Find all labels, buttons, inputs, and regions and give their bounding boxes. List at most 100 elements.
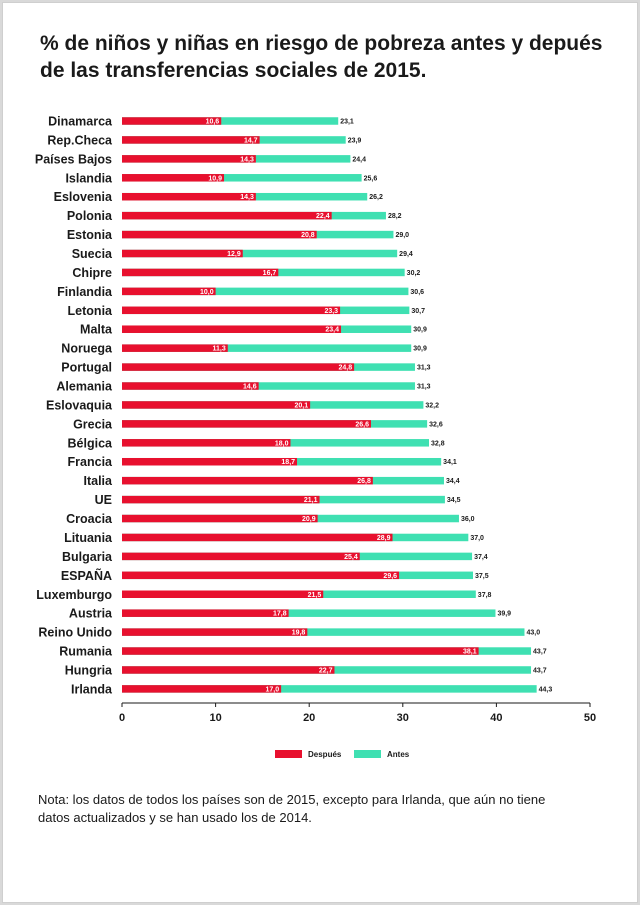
antes-value-label: 26,2 bbox=[369, 194, 383, 201]
country-label: Suecia bbox=[72, 247, 113, 261]
despues-value-label: 28,9 bbox=[377, 535, 391, 542]
bar-despues bbox=[122, 174, 225, 182]
legend-label-despues: Después bbox=[308, 750, 342, 759]
bar-despues bbox=[122, 685, 282, 693]
bar-despues bbox=[122, 647, 479, 655]
bar-despues bbox=[122, 495, 320, 504]
despues-value-label: 24,8 bbox=[339, 365, 353, 372]
antes-value-label: 32,2 bbox=[425, 402, 439, 409]
bar-despues bbox=[122, 439, 291, 447]
chart-note: Nota: los datos de todos los países son … bbox=[38, 791, 598, 827]
chart-title: % de niños y niñas en riesgo de pobreza … bbox=[40, 30, 603, 84]
bar-antes bbox=[122, 249, 398, 258]
bar-despues bbox=[122, 609, 289, 617]
despues-value-label: 38,1 bbox=[463, 649, 477, 656]
antes-value-label: 23,9 bbox=[348, 137, 362, 144]
antes-value-label: 36,0 bbox=[461, 516, 475, 523]
legend-label-antes: Antes bbox=[387, 750, 410, 759]
despues-value-label: 26,8 bbox=[357, 478, 371, 485]
antes-value-label: 31,3 bbox=[417, 365, 431, 372]
bar-antes bbox=[122, 382, 415, 390]
country-label: Irlanda bbox=[71, 682, 113, 696]
country-label: Eslovenia bbox=[54, 190, 113, 204]
legend-swatch-despues bbox=[275, 750, 302, 758]
antes-value-label: 37,4 bbox=[474, 554, 488, 561]
country-label: Letonia bbox=[68, 304, 113, 318]
bar-despues bbox=[122, 552, 360, 561]
bar-despues bbox=[122, 401, 311, 409]
country-label: Bélgica bbox=[68, 436, 114, 450]
country-label: Alemania bbox=[56, 380, 113, 394]
despues-value-label: 20,1 bbox=[295, 402, 309, 409]
bar-despues bbox=[122, 268, 279, 277]
country-label: Rumania bbox=[59, 645, 113, 659]
bar-despues bbox=[122, 136, 260, 144]
country-label: Portugal bbox=[61, 361, 112, 375]
antes-value-label: 30,2 bbox=[407, 270, 421, 277]
bar-despues bbox=[122, 306, 341, 315]
country-label: Francia bbox=[68, 455, 114, 469]
country-label: Islandia bbox=[65, 171, 113, 185]
country-label: Malta bbox=[80, 323, 113, 337]
antes-value-label: 37,8 bbox=[478, 592, 492, 599]
bar-antes bbox=[122, 609, 496, 617]
country-label: Hungria bbox=[65, 663, 113, 677]
country-label: ESPAÑA bbox=[61, 568, 112, 583]
country-label: Chipre bbox=[72, 266, 112, 280]
chart-note-line-1: Nota: los datos de todos los países son … bbox=[38, 792, 546, 807]
antes-value-label: 43,7 bbox=[533, 649, 547, 656]
bar-despues bbox=[122, 514, 318, 523]
bar-despues bbox=[122, 457, 298, 466]
x-tick-label: 50 bbox=[584, 712, 596, 724]
despues-value-label: 14,6 bbox=[243, 384, 257, 391]
despues-value-label: 10,0 bbox=[200, 289, 214, 296]
despues-value-label: 12,9 bbox=[227, 251, 241, 258]
antes-value-label: 30,9 bbox=[413, 327, 427, 334]
country-label: Croacia bbox=[66, 512, 113, 526]
despues-value-label: 17,8 bbox=[273, 611, 287, 618]
chart-title-line-2: de las transferencias sociales de 2015. bbox=[40, 59, 427, 82]
bar-despues bbox=[122, 382, 259, 390]
antes-value-label: 43,7 bbox=[533, 667, 547, 674]
despues-value-label: 25,4 bbox=[344, 554, 358, 561]
bar-despues bbox=[122, 363, 355, 371]
despues-value-label: 21,1 bbox=[304, 497, 318, 504]
antes-value-label: 30,6 bbox=[410, 289, 424, 296]
country-label: Lituania bbox=[64, 531, 113, 545]
country-label: Polonia bbox=[67, 209, 113, 223]
despues-value-label: 20,8 bbox=[301, 232, 315, 239]
bar-despues bbox=[122, 628, 308, 636]
despues-value-label: 14,7 bbox=[244, 137, 258, 144]
x-tick-label: 0 bbox=[119, 712, 125, 724]
bar-despues bbox=[122, 590, 324, 598]
antes-value-label: 29,0 bbox=[395, 232, 409, 239]
antes-value-label: 37,5 bbox=[475, 573, 489, 580]
x-tick-label: 30 bbox=[397, 712, 409, 724]
bar-antes bbox=[122, 117, 339, 125]
bar-despues bbox=[122, 533, 393, 542]
country-label: UE bbox=[95, 493, 112, 507]
antes-value-label: 25,6 bbox=[364, 175, 378, 182]
country-label: Reino Unido bbox=[38, 626, 112, 640]
despues-value-label: 29,6 bbox=[383, 573, 397, 580]
bar-despues bbox=[122, 287, 216, 296]
bar-despues bbox=[122, 230, 317, 239]
country-label: Eslovaquia bbox=[46, 398, 113, 412]
bar-despues bbox=[122, 249, 243, 258]
bar-despues bbox=[122, 117, 222, 125]
despues-value-label: 20,9 bbox=[302, 516, 316, 523]
country-label: Rep.Checa bbox=[47, 133, 113, 147]
antes-value-label: 34,1 bbox=[443, 459, 457, 466]
despues-value-label: 18,7 bbox=[281, 459, 295, 466]
country-label: Noruega bbox=[61, 342, 113, 356]
bar-despues bbox=[122, 211, 332, 220]
bar-antes bbox=[122, 628, 525, 636]
despues-value-label: 26,6 bbox=[355, 421, 369, 428]
country-label: Austria bbox=[69, 607, 113, 621]
despues-value-label: 17,0 bbox=[265, 686, 279, 693]
x-tick-label: 10 bbox=[209, 712, 221, 724]
despues-value-label: 22,4 bbox=[316, 213, 330, 220]
country-label: Estonia bbox=[67, 228, 113, 242]
despues-value-label: 19,8 bbox=[292, 630, 306, 637]
